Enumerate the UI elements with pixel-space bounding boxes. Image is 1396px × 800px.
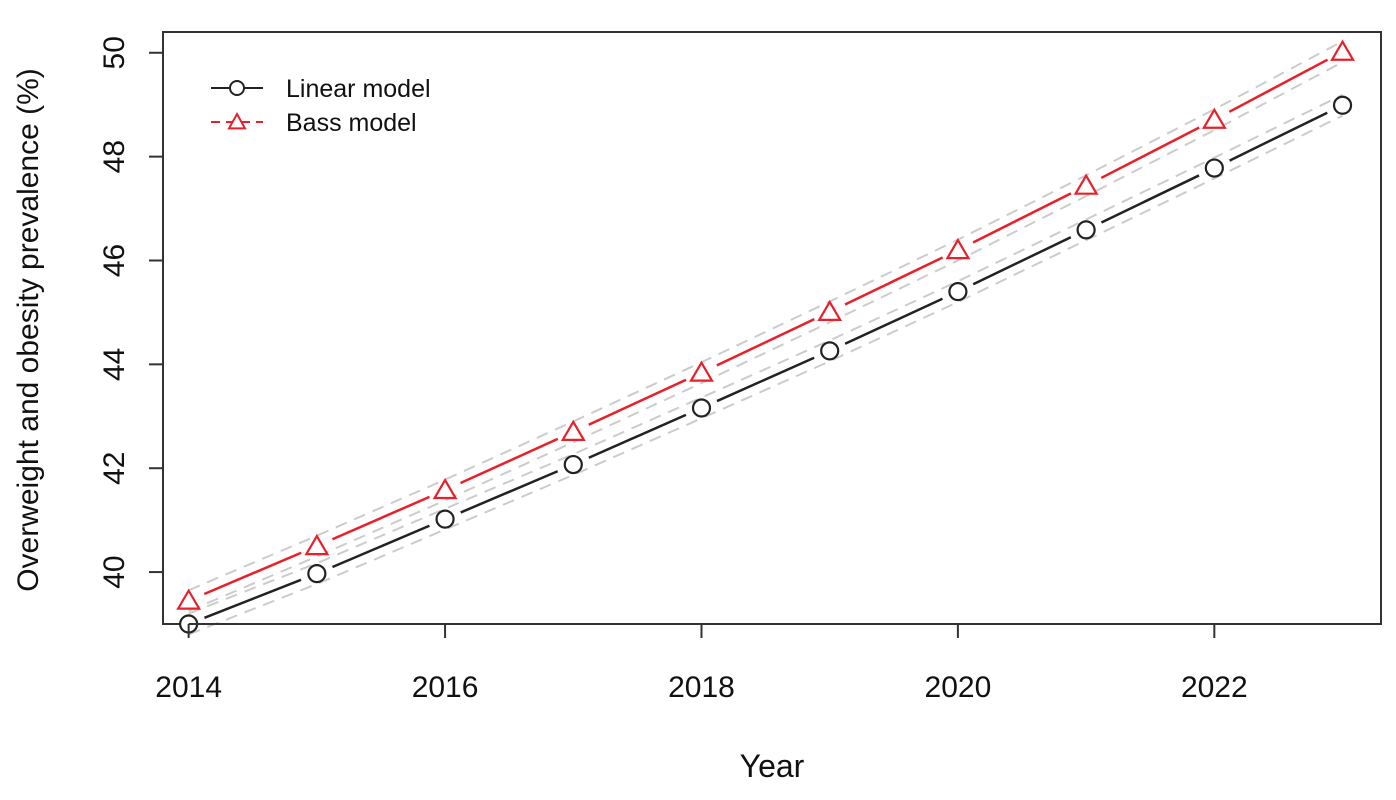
legend-label: Linear model bbox=[286, 75, 431, 103]
series-line-segment bbox=[331, 495, 430, 541]
legend-marker-circle bbox=[229, 80, 245, 96]
data-point-circle bbox=[820, 341, 840, 361]
data-point-circle bbox=[1332, 95, 1353, 115]
data-point-triangle bbox=[689, 360, 714, 382]
x-tick-label: 2018 bbox=[668, 671, 735, 704]
confidence-bands bbox=[188, 40, 1344, 636]
series-line-segment bbox=[972, 192, 1072, 244]
data-point-triangle bbox=[560, 419, 586, 441]
legend-label: Bass model bbox=[286, 109, 417, 137]
series-line-segment bbox=[1100, 174, 1200, 224]
series-line-segment bbox=[460, 437, 559, 485]
data-point-circle bbox=[307, 564, 327, 584]
y-tick-label: 44 bbox=[98, 348, 131, 381]
x-tick-label: 2016 bbox=[412, 671, 479, 704]
data-point-triangle bbox=[817, 299, 843, 322]
y-tick-label: 40 bbox=[98, 555, 131, 588]
legend-marker-triangle bbox=[227, 111, 247, 130]
confidence-band-upper bbox=[188, 40, 1344, 592]
series-line-segment bbox=[716, 318, 815, 367]
data-point-triangle bbox=[945, 237, 971, 260]
data-point-triangle bbox=[1330, 39, 1355, 61]
x-tick-label: 2022 bbox=[1181, 671, 1248, 704]
series-line-segment bbox=[1229, 111, 1328, 162]
y-tick-label: 46 bbox=[98, 244, 131, 277]
x-tick-label: 2020 bbox=[925, 671, 992, 704]
data-point-circle bbox=[691, 398, 712, 418]
legend: Linear model Bass model bbox=[211, 75, 431, 137]
data-point-triangle bbox=[176, 588, 202, 610]
data-point-circle bbox=[1076, 220, 1096, 240]
x-tick-label: 2014 bbox=[155, 671, 222, 704]
confidence-band-upper bbox=[188, 93, 1343, 615]
data-point-triangle bbox=[304, 533, 330, 556]
data-point-triangle bbox=[432, 477, 458, 500]
series-line-segment bbox=[1228, 58, 1329, 113]
series-line-segment bbox=[588, 413, 687, 459]
series-line-segment bbox=[1100, 126, 1200, 180]
y-axis: 40 42 44 46 48 50 bbox=[98, 36, 164, 589]
series-line-segment bbox=[203, 551, 302, 596]
series-line-segment bbox=[716, 356, 815, 403]
y-axis-label: Overweight and obesity prevalence (%) bbox=[12, 68, 45, 592]
series-line-segment bbox=[972, 236, 1072, 286]
y-tick-label: 42 bbox=[98, 452, 131, 485]
x-axis-label: Year bbox=[740, 748, 805, 784]
data-point-circle bbox=[563, 454, 583, 475]
series-line-segment bbox=[332, 524, 430, 569]
series-line-segment bbox=[844, 297, 943, 345]
series-line-segment bbox=[204, 578, 302, 619]
x-axis: 2014 2016 2018 2020 2022 bbox=[155, 623, 1248, 704]
data-point-triangle bbox=[1201, 107, 1227, 129]
series-line-segment bbox=[588, 378, 687, 426]
confidence-band-lower bbox=[188, 114, 1343, 636]
confidence-band-lower bbox=[188, 61, 1344, 612]
series-line-segment bbox=[460, 470, 559, 514]
y-tick-label: 50 bbox=[98, 36, 131, 69]
data-point-circle bbox=[948, 282, 968, 302]
data-point-circle bbox=[435, 509, 455, 529]
data-point-circle bbox=[1204, 158, 1224, 178]
series-line-segment bbox=[844, 256, 944, 306]
series-group bbox=[176, 39, 1355, 634]
data-point-triangle bbox=[1073, 173, 1099, 195]
y-tick-label: 48 bbox=[98, 140, 131, 173]
